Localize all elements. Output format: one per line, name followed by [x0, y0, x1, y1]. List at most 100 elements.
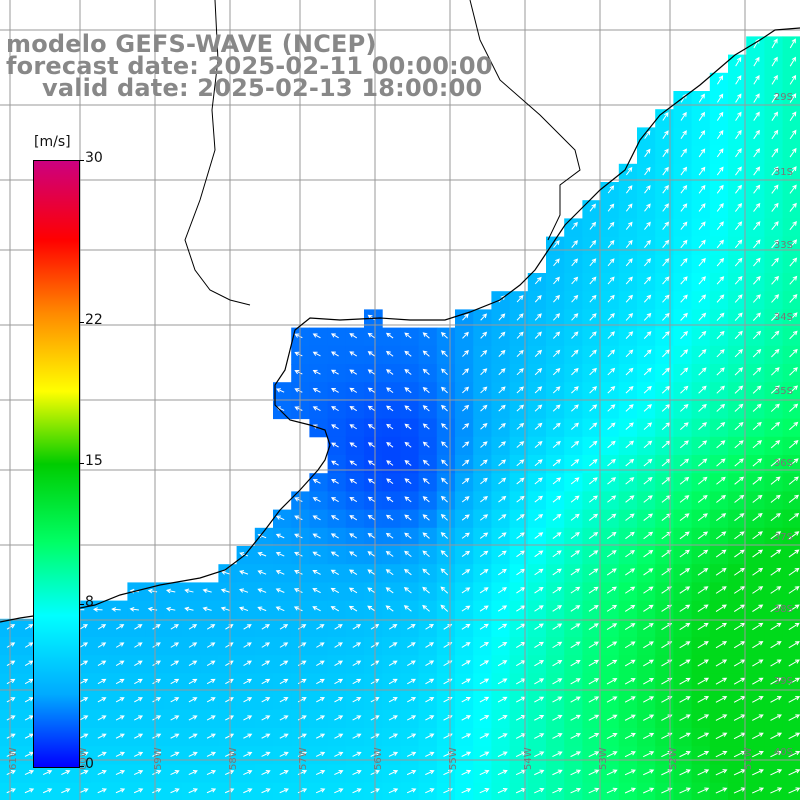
wind-arrow: [571, 294, 579, 303]
wind-arrow: [697, 787, 710, 794]
wind-arrow: [788, 696, 800, 703]
wind-arrow: [624, 714, 636, 721]
wind-arrow: [734, 494, 745, 503]
wind-arrow: [330, 606, 340, 612]
wind-arrow: [534, 368, 543, 376]
wind-arrow: [133, 751, 144, 757]
wind-arrow: [115, 624, 125, 630]
wind-arrow: [589, 440, 598, 449]
wind-arrow: [407, 624, 416, 630]
wind-arrow: [662, 111, 669, 121]
wind-arrow: [170, 624, 179, 630]
wind-arrow: [606, 787, 618, 794]
wind-arrow: [771, 111, 779, 121]
wind-arrow: [698, 385, 707, 394]
wind-arrow: [497, 678, 508, 685]
wind-arrow: [607, 513, 617, 521]
wind-arrow: [480, 423, 488, 430]
wind-arrow: [516, 477, 525, 485]
wind-arrow: [497, 733, 508, 739]
wind-arrow: [243, 733, 253, 739]
wind-arrow: [6, 660, 16, 666]
wind-arrow: [607, 276, 615, 285]
wind-arrow: [625, 477, 635, 485]
wind-arrow: [497, 751, 508, 757]
wind-arrow: [367, 442, 376, 448]
wind-arrow: [643, 568, 654, 576]
wind-arrow: [716, 221, 724, 230]
wind-arrow: [734, 513, 745, 522]
wind-arrow: [479, 623, 489, 630]
wind-arrow: [680, 422, 689, 431]
wind-arrow: [625, 312, 634, 321]
longitude-label: 58W: [228, 747, 239, 770]
wind-arrow: [480, 496, 488, 503]
wind-arrow: [206, 715, 216, 721]
wind-arrow: [497, 715, 508, 721]
wind-arrow: [753, 93, 760, 103]
wind-arrow: [679, 531, 690, 540]
wind-arrow: [715, 677, 728, 685]
wind-arrow: [644, 221, 651, 230]
wind-arrow: [170, 697, 180, 703]
wind-arrow: [386, 405, 394, 412]
wind-arrow: [170, 660, 180, 666]
wind-arrow: [165, 606, 176, 612]
wind-arrow: [697, 750, 710, 758]
wind-arrow: [680, 203, 688, 212]
wind-arrow: [570, 459, 580, 467]
wind-arrow: [367, 314, 376, 321]
wind-arrow: [243, 678, 253, 685]
wind-arrow: [79, 751, 89, 757]
latitude-label: 33S: [774, 240, 793, 251]
wind-arrow: [516, 495, 525, 503]
wind-arrow: [698, 422, 707, 431]
wind-arrow: [206, 751, 216, 757]
wind-arrow: [733, 622, 746, 631]
wind-arrow: [406, 715, 417, 721]
wind-arrow: [789, 239, 798, 249]
wind-arrow: [571, 240, 578, 248]
wind-arrow: [461, 642, 471, 648]
wind-arrow: [606, 641, 618, 649]
wind-arrow: [589, 367, 597, 376]
wind-arrow: [752, 367, 762, 376]
wind-arrow: [788, 440, 799, 449]
wind-arrow: [462, 386, 470, 394]
colorbar: [33, 160, 80, 768]
wind-arrow: [279, 751, 289, 757]
wind-arrow: [643, 276, 652, 285]
wind-arrow: [331, 460, 339, 466]
wind-arrow: [352, 788, 362, 794]
wind-arrow: [422, 496, 430, 503]
wind-arrow: [406, 751, 417, 757]
wind-arrow: [312, 369, 321, 375]
wind-arrow: [111, 607, 121, 612]
wind-arrow: [422, 350, 430, 357]
wind-arrow: [680, 385, 689, 394]
wind-arrow: [261, 751, 271, 757]
wind-arrow: [716, 166, 724, 176]
wind-arrow: [407, 642, 416, 648]
wind-arrow: [643, 312, 652, 321]
wind-arrow: [625, 440, 635, 449]
wind-arrow: [733, 677, 746, 685]
wind-arrow: [388, 715, 398, 721]
wind-arrow: [152, 788, 162, 794]
wind-arrow: [165, 588, 176, 594]
wind-arrow: [752, 696, 764, 703]
wind-arrow: [279, 788, 289, 794]
wind-arrow: [607, 294, 615, 303]
wind-arrow: [715, 714, 728, 721]
wind-arrow: [679, 787, 691, 794]
wind-arrow: [789, 184, 797, 194]
wind-arrow: [771, 129, 779, 140]
wind-arrow: [734, 330, 743, 340]
wind-arrow: [552, 367, 561, 376]
wind-arrow: [425, 678, 435, 685]
wind-arrow: [367, 332, 376, 339]
wind-arrow: [680, 312, 688, 321]
wind-arrow: [334, 697, 344, 703]
wind-arrow: [498, 568, 507, 576]
wind-arrow: [552, 349, 561, 358]
